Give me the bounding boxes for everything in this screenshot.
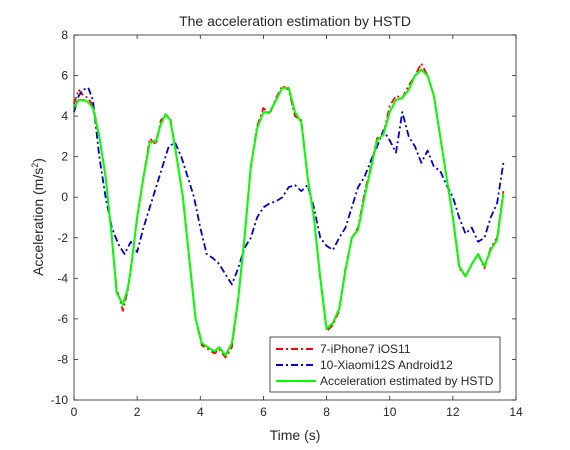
y-tick-label: 0 bbox=[61, 190, 68, 204]
legend: 7-iPhone7 iOS11 10-Xiaomi12S Android12 A… bbox=[269, 336, 501, 393]
y-tick-label: -6 bbox=[57, 312, 68, 326]
y-tick-label: 4 bbox=[61, 109, 68, 123]
y-tick-label: -10 bbox=[51, 393, 69, 407]
y-tick-label: 8 bbox=[61, 28, 68, 42]
y-tick-label: -4 bbox=[57, 271, 68, 285]
y-axis-label-superscript: 2 bbox=[30, 163, 40, 168]
series-layer bbox=[73, 62, 505, 359]
x-axis-label: Time (s) bbox=[270, 427, 321, 443]
y-axis-label-main: Acceleration (m/s bbox=[30, 168, 46, 276]
y-axis-label-end: ) bbox=[30, 158, 46, 163]
axes-layer bbox=[73, 34, 517, 401]
y-tick-layer: -10 -8 -6 -4 -2 0 2 4 6 8 bbox=[51, 28, 516, 407]
y-tick-label: -2 bbox=[57, 231, 68, 245]
x-tick-label: 4 bbox=[197, 405, 204, 419]
series-line-2 bbox=[73, 68, 505, 357]
x-tick-label: 0 bbox=[71, 405, 78, 419]
x-tick-label: 2 bbox=[134, 405, 141, 419]
y-tick-label: -8 bbox=[57, 352, 68, 366]
y-axis-label: Acceleration (m/s2) bbox=[30, 158, 46, 276]
legend-label-xiaomi12s: 10-Xiaomi12S Android12 bbox=[320, 358, 453, 372]
x-tick-label: 8 bbox=[323, 405, 330, 419]
x-tick-label: 14 bbox=[509, 405, 523, 419]
chart-title: The acceleration estimation by HSTD bbox=[179, 13, 411, 29]
legend-label-hstd: Acceleration estimated by HSTD bbox=[320, 374, 494, 388]
x-tick-label: 12 bbox=[446, 405, 460, 419]
x-tick-label: 10 bbox=[383, 405, 397, 419]
y-tick-label: 2 bbox=[61, 150, 68, 164]
x-tick-layer: 0 2 4 6 8 10 12 14 bbox=[71, 35, 523, 419]
legend-label-iphone7: 7-iPhone7 iOS11 bbox=[320, 342, 411, 356]
y-tick-label: 6 bbox=[61, 69, 68, 83]
axes-box bbox=[73, 34, 517, 401]
x-tick-label: 6 bbox=[260, 405, 267, 419]
